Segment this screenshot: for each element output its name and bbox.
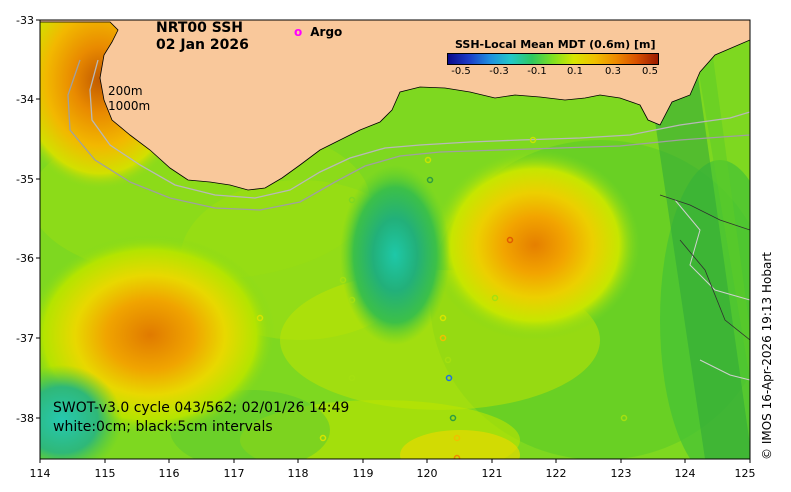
argo-legend: o Argo [294, 25, 342, 39]
warm-eddy-east [430, 150, 640, 340]
colorbar-tick: 0.1 [567, 66, 583, 77]
swot-annotation: SWOT-v3.0 cycle 043/562; 02/01/26 14:49 … [53, 399, 349, 437]
x-tick-label: 116 [159, 467, 180, 480]
argo-float-marker[interactable] [529, 136, 537, 144]
argo-float-marker[interactable] [444, 356, 452, 364]
swot-contour-text: white:0cm; black:5cm intervals [53, 419, 273, 435]
isobath-200m [89, 59, 750, 199]
swot-swath-1 [640, 20, 750, 459]
colorbar-title: SSH-Local Mean MDT (0.6m) [m] [455, 38, 656, 51]
cold-eddy-southwest [40, 365, 122, 459]
x-tick-label: 115 [95, 467, 116, 480]
y-tick-label: -34 [16, 93, 34, 106]
argo-float-marker[interactable] [506, 236, 514, 244]
x-tick-label: 123 [611, 467, 632, 480]
y-tick-label: -35 [16, 173, 34, 186]
isobath-1000m [67, 59, 750, 211]
y-tick-label: -36 [16, 252, 34, 265]
argo-float-marker[interactable] [453, 454, 461, 461]
imos-credit: © IMOS 16-Apr-2026 19:13 Hobart [760, 252, 774, 460]
colorbar-tick: -0.5 [451, 66, 471, 77]
colorbar-tick: 0.5 [642, 66, 658, 77]
x-tick-label: 122 [546, 467, 567, 480]
argo-float-marker[interactable] [620, 414, 628, 422]
argo-legend-label: Argo [310, 25, 343, 39]
argo-float-marker[interactable] [445, 374, 453, 382]
argo-float-marker[interactable] [348, 196, 356, 204]
isobath-label-1000m: 1000m [108, 99, 151, 113]
y-tick-label: -33 [16, 14, 34, 27]
argo-float-marker[interactable] [491, 294, 499, 302]
x-tick-label: 117 [224, 467, 245, 480]
argo-float-marker[interactable] [439, 314, 447, 322]
y-tick-label: -37 [16, 332, 34, 345]
argo-float-marker[interactable] [319, 434, 327, 442]
x-tick-label: 118 [288, 467, 309, 480]
argo-floats [256, 136, 628, 461]
colorbar-tick: 0.3 [605, 66, 621, 77]
argo-float-marker[interactable] [348, 374, 356, 382]
x-tick-label: 121 [482, 467, 503, 480]
y-axis: -33 -34 -35 -36 -37 -38 [16, 14, 40, 425]
colorbar [447, 53, 659, 65]
map-date: 02 Jan 2026 [156, 37, 249, 53]
y-tick-label: -38 [16, 412, 34, 425]
isobath-label-200m: 200m [108, 84, 143, 98]
x-tick-label: 114 [30, 467, 51, 480]
isobath-labels: 200m 1000m [108, 84, 150, 114]
argo-float-marker[interactable] [424, 156, 432, 164]
argo-float-marker[interactable] [426, 176, 434, 184]
argo-float-marker[interactable] [439, 334, 447, 342]
swot-cycle-text: SWOT-v3.0 cycle 043/562; 02/01/26 14:49 [53, 400, 350, 416]
argo-float-marker[interactable] [339, 276, 347, 284]
x-tick-label: 125 [735, 467, 756, 480]
cold-eddy-central [340, 165, 450, 345]
map-title: NRT00 SSH [156, 20, 244, 36]
plot-frame [39, 19, 751, 460]
colorbar-tick: -0.3 [489, 66, 509, 77]
plot-area [40, 20, 750, 461]
x-axis: 114 115 116 117 118 119 120 121 122 123 … [30, 459, 756, 480]
swot-swath-2 [690, 20, 750, 380]
argo-legend-marker: o [294, 25, 303, 39]
colorbar-tick: -0.1 [527, 66, 547, 77]
x-tick-label: 120 [417, 467, 438, 480]
argo-float-marker[interactable] [256, 314, 264, 322]
argo-float-marker[interactable] [453, 434, 461, 442]
x-tick-label: 124 [675, 467, 696, 480]
argo-float-marker[interactable] [348, 296, 356, 304]
argo-float-marker[interactable] [449, 414, 457, 422]
x-tick-label: 119 [353, 467, 374, 480]
